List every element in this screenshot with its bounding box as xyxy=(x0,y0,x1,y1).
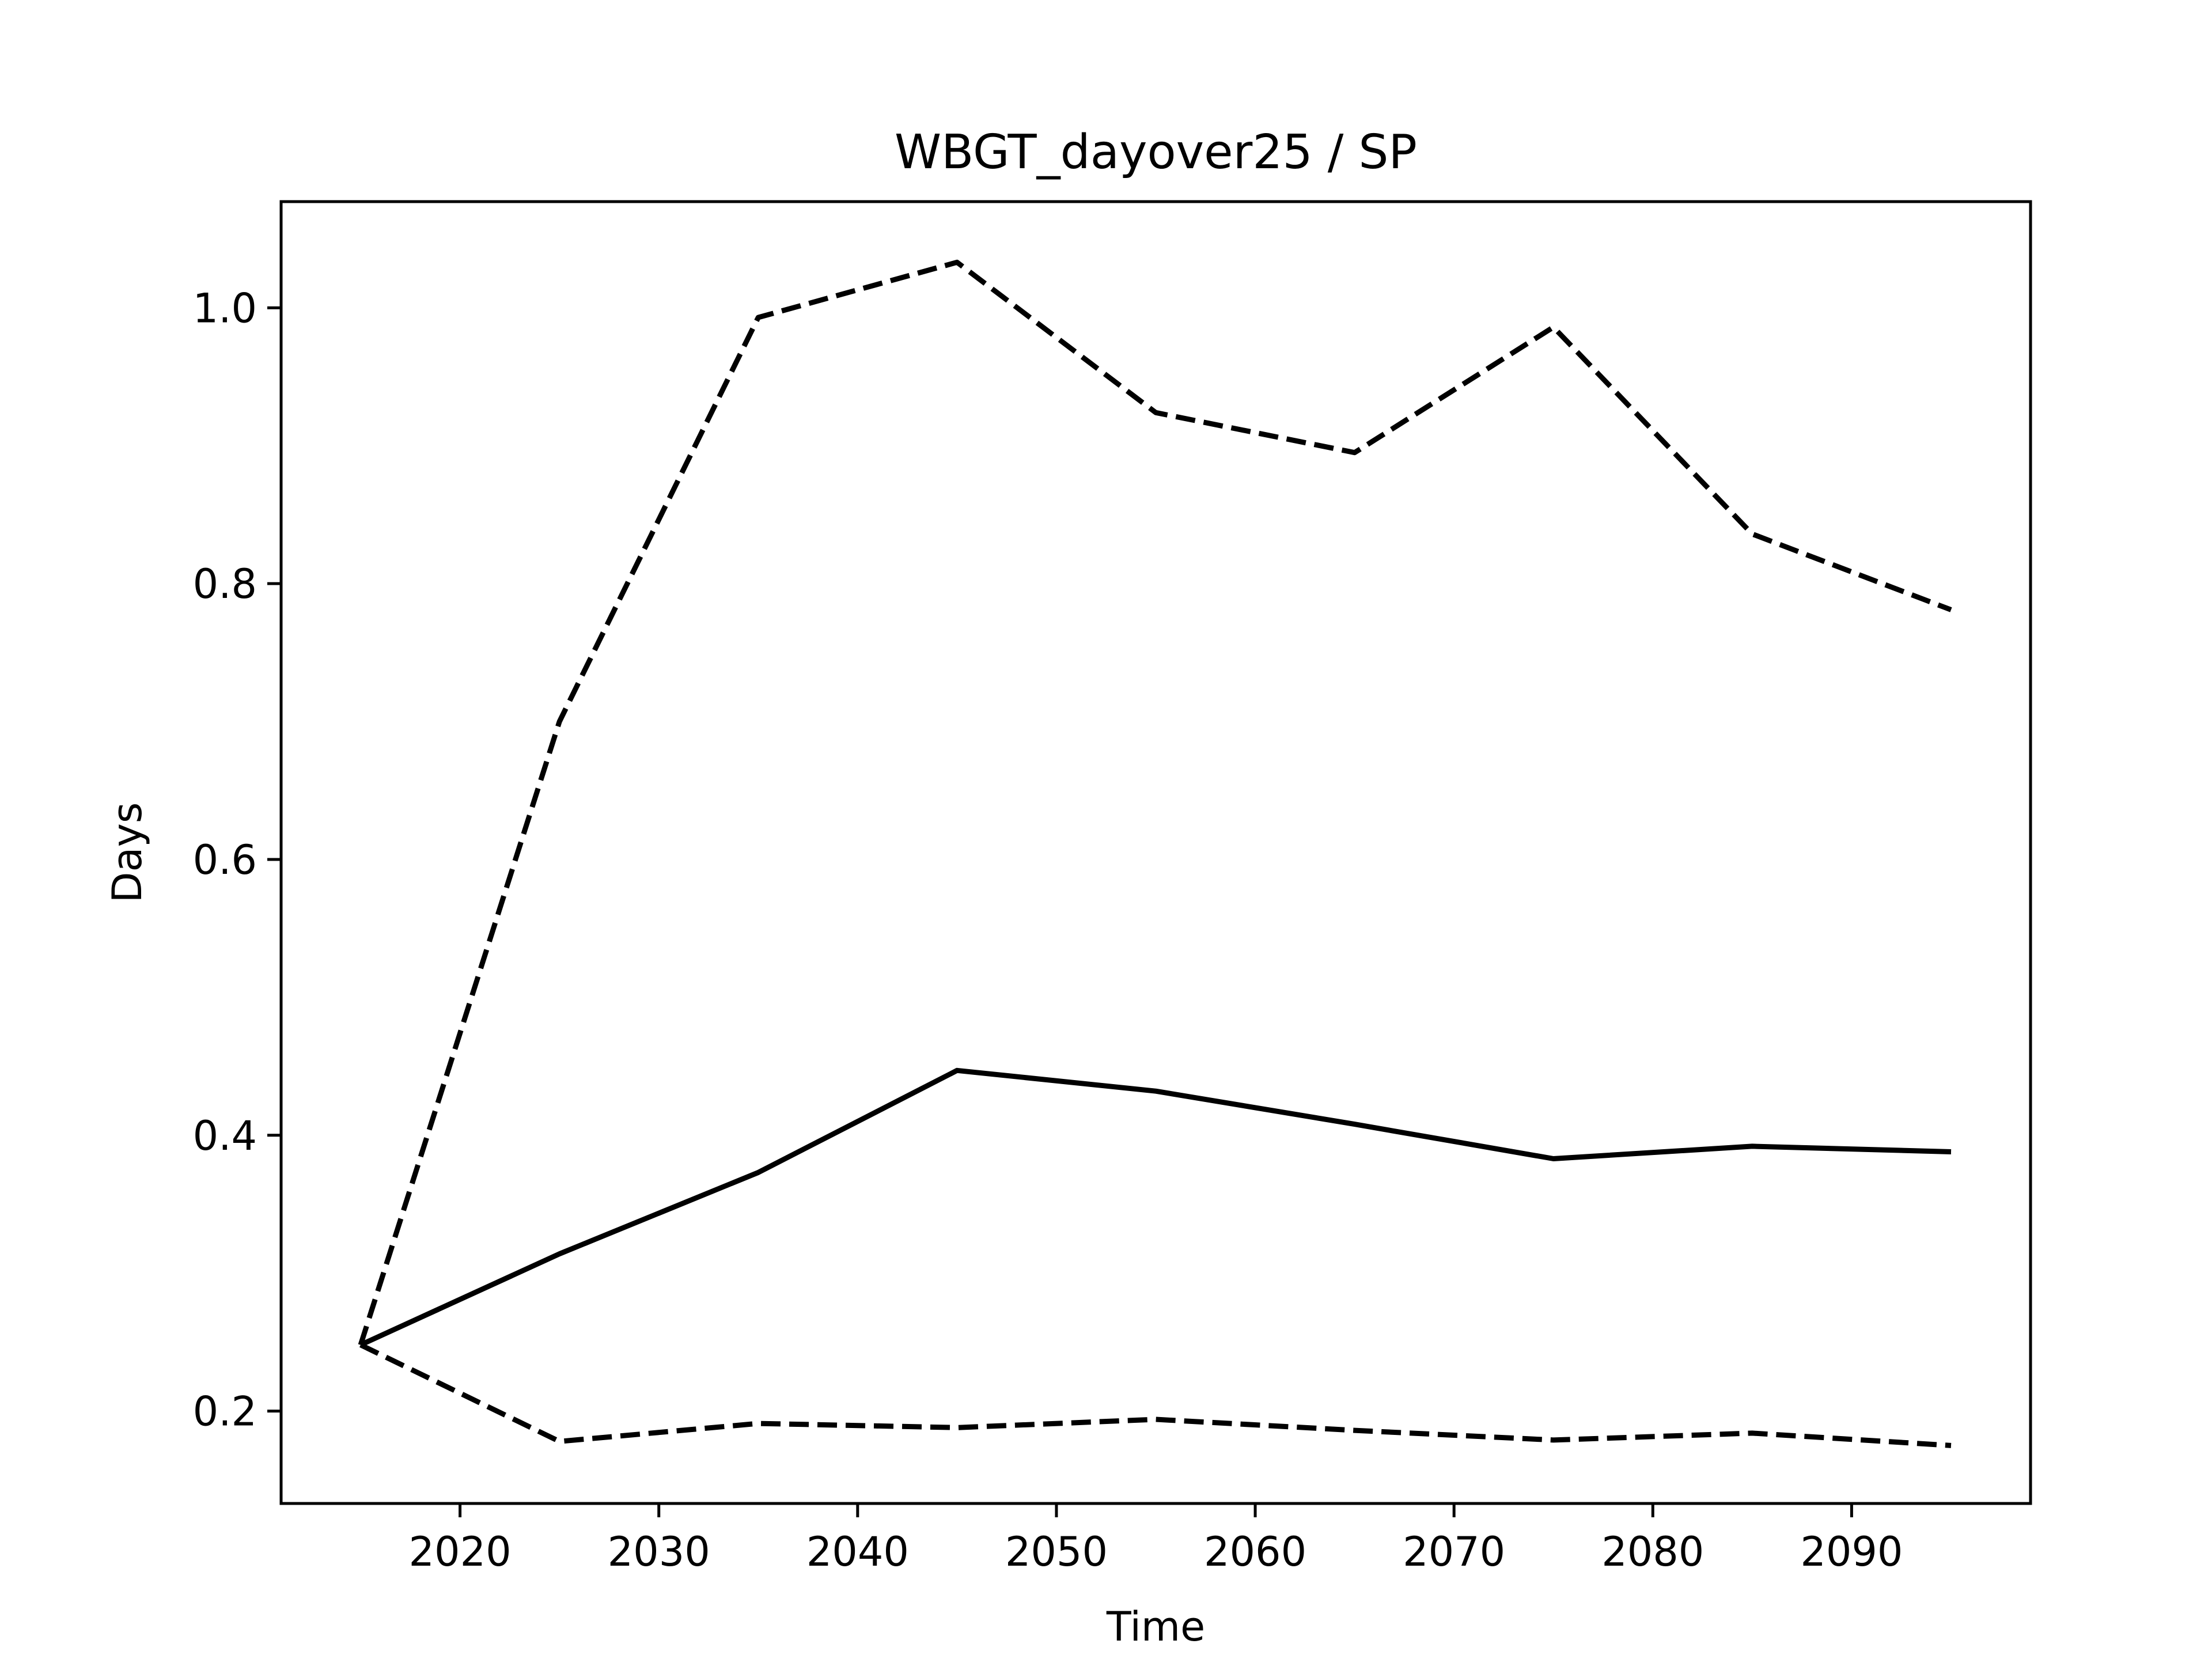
y-tick-label: 0.2 xyxy=(193,1388,257,1435)
x-tick-label: 2030 xyxy=(608,1528,710,1575)
series-line-lower xyxy=(359,1342,1952,1448)
x-tick-label: 2020 xyxy=(409,1528,512,1575)
chart-title: WBGT_dayover25 / SP xyxy=(895,125,1417,180)
x-tick-label: 2060 xyxy=(1204,1528,1306,1575)
y-tick-label: 0.8 xyxy=(193,560,257,608)
x-axis: 2020 2030 2040 2050 2060 2070 2080 2090 xyxy=(409,1503,1903,1575)
x-tick-label: 2070 xyxy=(1403,1528,1505,1575)
y-axis: 0.2 0.4 0.6 0.8 1.0 xyxy=(193,285,281,1435)
x-tick-label: 2090 xyxy=(1800,1528,1903,1575)
plot-area-frame xyxy=(279,200,2032,1505)
series-line-upper xyxy=(358,259,1952,1346)
x-tick-label: 2050 xyxy=(1005,1528,1108,1575)
y-tick-label: 0.6 xyxy=(193,836,257,884)
y-axis-label: Days xyxy=(104,802,151,903)
y-tick-label: 1.0 xyxy=(193,285,257,332)
x-tick-label: 2080 xyxy=(1601,1528,1704,1575)
y-tick-label: 0.4 xyxy=(193,1112,257,1160)
x-axis-label: Time xyxy=(1106,1603,1205,1650)
x-tick-label: 2040 xyxy=(806,1528,909,1575)
series-line-median xyxy=(359,1067,1952,1347)
